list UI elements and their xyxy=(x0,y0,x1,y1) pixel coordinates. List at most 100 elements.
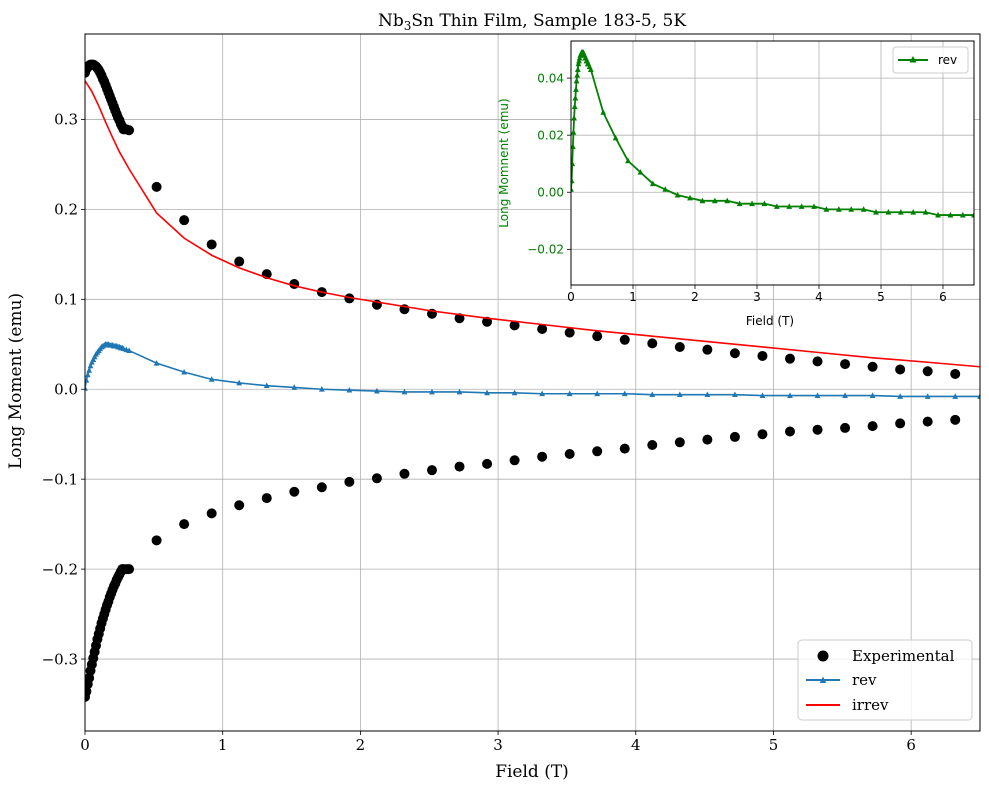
inset-marker-rev-57 xyxy=(922,209,929,215)
main-xtick-label-2: 2 xyxy=(356,736,366,754)
main-y-axis-label: Long Moment (emu) xyxy=(6,293,26,469)
main-axes: 0 1 2 3 4 5 6 −0.3 −0.2 −0.1 0.0 0.1 0.2 0.3 xyxy=(42,33,981,754)
main-marker-rev-56 xyxy=(842,392,848,398)
inset-marker-rev-50 xyxy=(835,206,842,212)
inset-marker-rev-13 xyxy=(576,57,582,64)
inset-marker-rev-49 xyxy=(823,206,830,212)
inset-marker-rev-35 xyxy=(649,180,656,187)
main-marker-rev-35 xyxy=(263,382,270,389)
main-point-experimental-101 xyxy=(399,468,410,479)
main-point-experimental-111 xyxy=(674,437,685,448)
main-ytick-label-2: −0.1 xyxy=(42,470,78,488)
inset-marker-rev-7 xyxy=(572,94,579,101)
main-point-experimental-118 xyxy=(867,421,878,432)
main-point-experimental-121 xyxy=(950,414,961,425)
inset-marker-rev-33 xyxy=(625,157,631,164)
main-point-experimental-44 xyxy=(509,320,520,331)
main-ytick-label-3: 0.0 xyxy=(54,380,78,398)
main-marker-rev-48 xyxy=(621,390,628,397)
main-point-experimental-94 xyxy=(206,508,217,519)
main-xtick-label-0: 0 xyxy=(80,736,90,754)
inset-ytick-label-2: 0.02 xyxy=(537,128,564,142)
main-point-experimental-32 xyxy=(179,215,190,226)
main-point-experimental-116 xyxy=(812,424,823,435)
main-point-experimental-109 xyxy=(619,443,630,454)
main-marker-rev-61 xyxy=(977,393,980,399)
inset-x-axis-label: Field (T) xyxy=(746,314,794,328)
main-point-experimental-52 xyxy=(729,348,740,359)
inset-marker-rev-52 xyxy=(860,206,867,212)
main-marker-rev-60 xyxy=(952,393,959,399)
main-marker-rev-47 xyxy=(594,390,601,397)
legend-marker-rev xyxy=(819,676,827,683)
inset-marker-rev-45 xyxy=(773,203,780,209)
inset-ytick-label-3: 0.04 xyxy=(537,71,564,85)
main-point-experimental-95 xyxy=(234,500,245,511)
inset-marker-rev-3 xyxy=(571,143,576,149)
main-marker-rev-49 xyxy=(649,391,656,398)
main-legend: Experimental rev irrev xyxy=(797,639,973,721)
main-ytick-label-4: 0.1 xyxy=(54,291,78,309)
main-point-experimental-105 xyxy=(509,455,520,466)
inset-legend-marker-rev xyxy=(909,56,917,63)
main-point-experimental-33 xyxy=(206,239,217,250)
inset-legend-frame xyxy=(892,46,969,74)
main-ytick-label-1: −0.2 xyxy=(42,560,78,578)
inset-xtick-label-5: 5 xyxy=(877,290,885,304)
main-point-experimental-107 xyxy=(564,448,575,459)
main-point-experimental-47 xyxy=(592,331,603,342)
main-xtick-label-5: 5 xyxy=(769,736,779,754)
main-marker-rev-30 xyxy=(126,347,132,353)
inset-marker-rev-6 xyxy=(571,103,578,110)
main-marker-rev-46 xyxy=(566,390,573,397)
inset-legend: rev xyxy=(892,46,969,74)
main-series-line-irrev xyxy=(85,80,980,368)
inset-xtick-label-6: 6 xyxy=(939,290,947,304)
main-point-experimental-106 xyxy=(537,451,548,462)
main-point-experimental-55 xyxy=(812,356,823,367)
inset-marker-rev-12 xyxy=(575,60,582,67)
main-point-experimental-34 xyxy=(234,256,245,267)
main-marker-rev-4 xyxy=(87,362,94,369)
main-point-experimental-92 xyxy=(151,535,162,546)
inset-marker-rev-36 xyxy=(662,186,669,192)
inset-marker-rev-2 xyxy=(571,160,576,167)
inset-marker-rev-39 xyxy=(699,197,706,204)
main-xtick-label-3: 3 xyxy=(493,736,503,754)
main-marker-rev-3 xyxy=(86,367,93,373)
chart-title: Nb3Sn Thin Film, Sample 183-5, 5K xyxy=(378,11,686,33)
inset-marker-rev-0 xyxy=(571,186,574,192)
main-point-experimental-108 xyxy=(592,446,603,457)
main-point-experimental-120 xyxy=(922,416,933,427)
main-ytick-label-0: −0.3 xyxy=(42,650,78,668)
inset-ytick-label-1: 0.00 xyxy=(537,185,564,199)
inset-marker-rev-48 xyxy=(811,203,817,209)
inset-xtick-label-1: 1 xyxy=(629,290,637,304)
main-frame xyxy=(84,33,981,732)
main-point-experimental-110 xyxy=(647,440,658,451)
inset-axes: 0 1 2 3 4 5 6 −0.02 0.00 0.02 0.04 xyxy=(527,40,975,304)
main-point-experimental-112 xyxy=(702,434,713,445)
main-point-experimental-57 xyxy=(867,361,878,372)
main-marker-rev-32 xyxy=(181,368,188,375)
main-marker-rev-33 xyxy=(208,376,215,382)
inset-y-axis-label: Long Momnent (emu) xyxy=(497,98,511,227)
main-marker-rev-42 xyxy=(456,388,463,395)
main-marker-rev-1 xyxy=(85,377,90,383)
main-marker-rev-57 xyxy=(869,392,876,398)
inset-marker-rev-46 xyxy=(786,203,793,209)
main-marker-rev-2 xyxy=(85,371,91,378)
inset-marker-rev-31 xyxy=(600,109,607,115)
inset-marker-rev-5 xyxy=(571,114,577,121)
main-point-experimental-115 xyxy=(784,426,795,437)
main-point-experimental-114 xyxy=(757,429,768,440)
main-point-experimental-30 xyxy=(124,125,135,136)
inset-xtick-label-4: 4 xyxy=(815,290,823,304)
main-point-experimental-43 xyxy=(482,316,493,327)
main-point-experimental-53 xyxy=(757,350,768,361)
main-point-experimental-102 xyxy=(426,465,437,476)
inset-marker-rev-4 xyxy=(571,129,577,135)
main-marker-rev-51 xyxy=(704,391,711,398)
inset-ytick-label-0: −0.02 xyxy=(527,243,564,257)
main-marker-rev-39 xyxy=(374,387,380,394)
